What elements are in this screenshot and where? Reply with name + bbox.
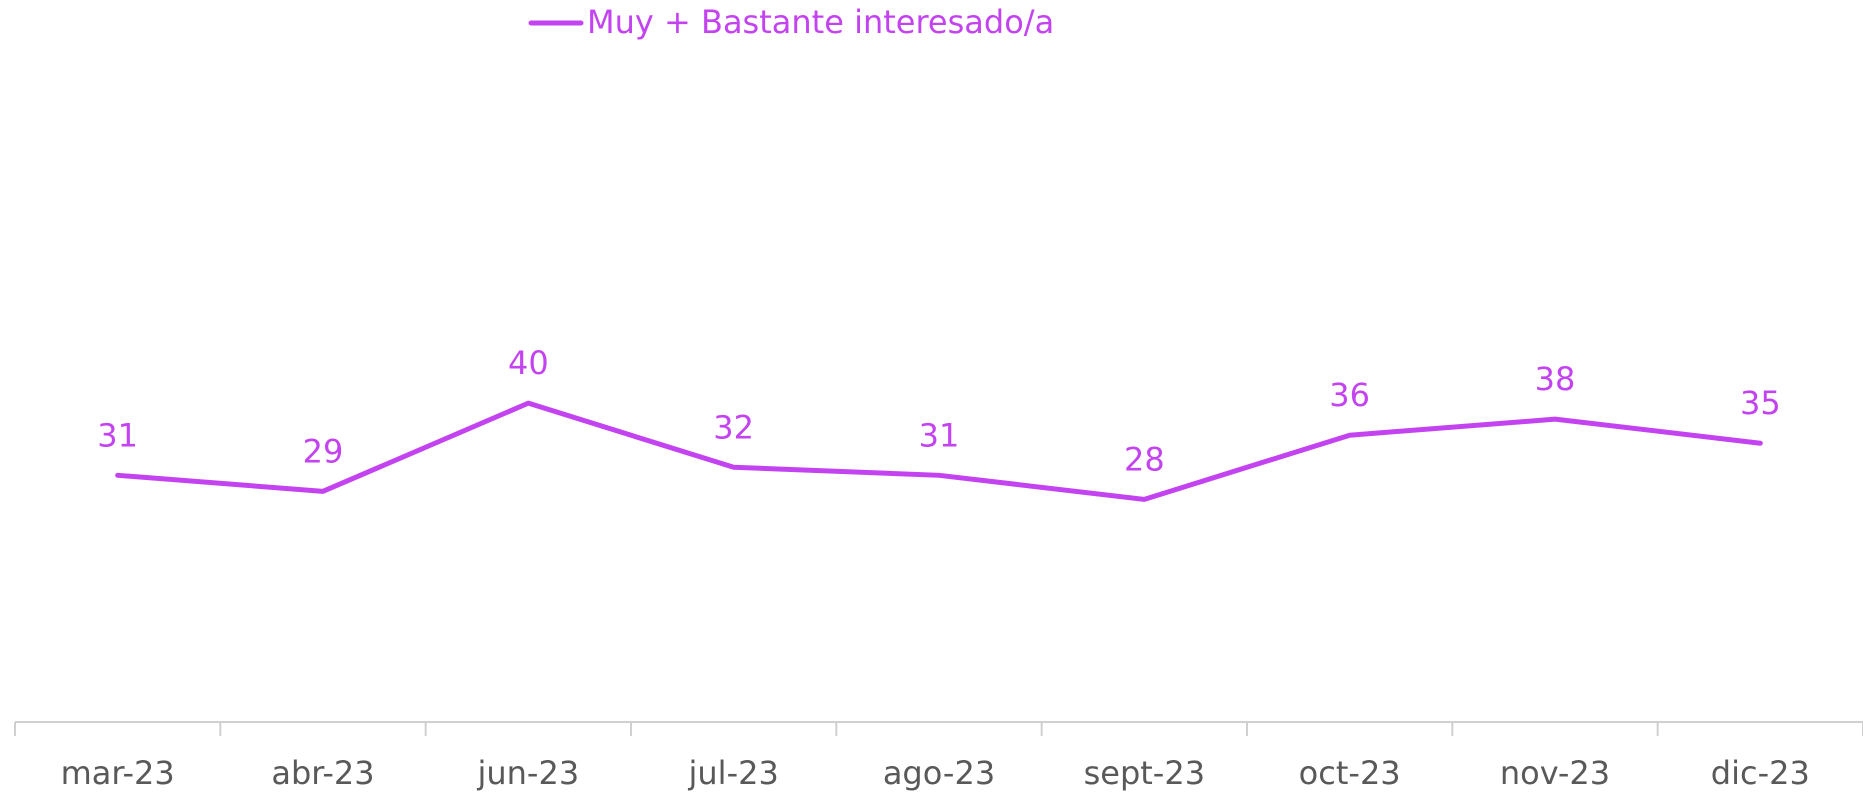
x-tick-label: nov-23 xyxy=(1500,754,1610,792)
data-label: 29 xyxy=(303,432,344,470)
x-tick-label: mar-23 xyxy=(61,754,175,792)
x-tick-label: jul-23 xyxy=(688,754,779,792)
x-tick-label: sept-23 xyxy=(1084,754,1205,792)
x-tick-label: oct-23 xyxy=(1299,754,1401,792)
x-tick-label: dic-23 xyxy=(1711,754,1810,792)
data-label: 32 xyxy=(713,408,754,446)
legend-label: Muy + Bastante interesado/a xyxy=(587,3,1054,41)
data-label: 28 xyxy=(1124,440,1165,478)
series-line xyxy=(115,400,1763,502)
data-label: 38 xyxy=(1535,360,1576,398)
data-label: 31 xyxy=(919,416,960,454)
data-label: 31 xyxy=(97,416,138,454)
x-tick-label: ago-23 xyxy=(883,754,995,792)
x-tick-label: jun-23 xyxy=(476,754,579,792)
data-label: 35 xyxy=(1740,384,1781,422)
data-label: 36 xyxy=(1329,376,1370,414)
data-label: 40 xyxy=(508,344,549,382)
x-tick-label: abr-23 xyxy=(271,754,374,792)
